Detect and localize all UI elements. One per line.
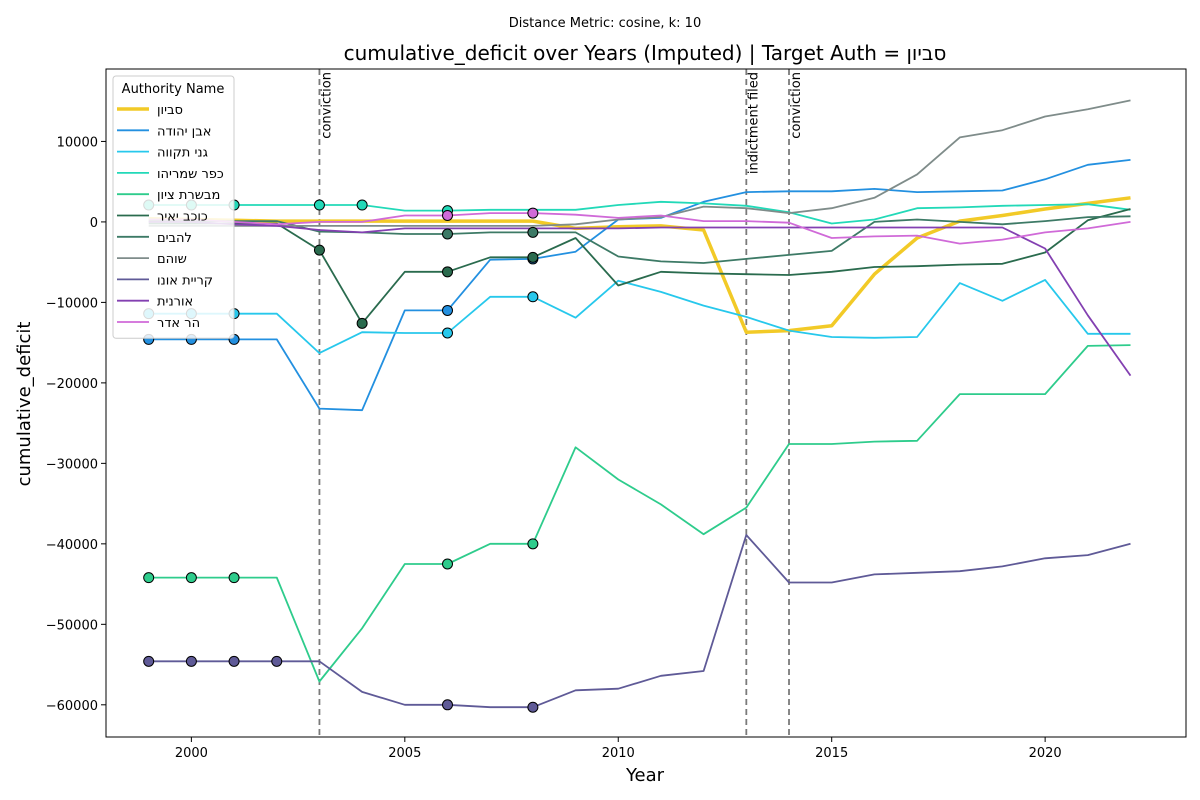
- legend-box: [112, 75, 235, 339]
- event-label: conviction: [789, 72, 804, 139]
- y-tick-label: 0: [90, 216, 98, 231]
- legend-entry: אורנית: [157, 295, 193, 310]
- legend-entry: שוהם: [157, 252, 187, 267]
- legend-entry: קריית אונו: [157, 273, 213, 288]
- data-point: [527, 701, 539, 713]
- legend-entry: הר אדר: [157, 316, 200, 331]
- series-line: [148, 196, 1131, 334]
- y-tick-label: −20000: [46, 377, 98, 392]
- chart-title: cumulative_deficit over Years (Imputed) …: [344, 41, 947, 65]
- data-point: [527, 291, 539, 303]
- x-tick-label: 2005: [388, 746, 421, 761]
- data-point: [527, 251, 539, 263]
- data-point: [185, 572, 197, 584]
- y-axis-label: cumulative_deficit: [14, 322, 35, 487]
- data-point: [228, 572, 240, 584]
- legend-entry: להבים: [157, 231, 192, 246]
- legend-entry: סביון: [157, 103, 183, 118]
- plot-area: conviction indictment filed conviction 2000…: [46, 68, 1187, 761]
- y-tick-label: 10000: [57, 135, 98, 150]
- data-point: [185, 655, 197, 667]
- data-point: [313, 199, 325, 211]
- x-tick-label: 2000: [175, 746, 208, 761]
- data-point: [313, 244, 325, 256]
- series-line: [148, 212, 1131, 245]
- data-point: [143, 572, 155, 584]
- series-line: [148, 208, 1131, 325]
- data-point: [442, 558, 454, 570]
- legend-entry: מבשרת ציון: [157, 188, 220, 203]
- series-line: [148, 534, 1131, 709]
- legend-entry: אבן יהודה: [157, 124, 211, 139]
- data-point: [356, 199, 368, 211]
- data-point: [527, 207, 539, 219]
- legend-entry: גני תקווה: [157, 146, 208, 161]
- data-point: [271, 655, 283, 667]
- data-point: [442, 327, 454, 339]
- series-line: [148, 200, 1131, 225]
- x-tick-label: 2015: [815, 746, 848, 761]
- data-point: [442, 209, 454, 221]
- data-point: [143, 655, 155, 667]
- data-point: [356, 317, 368, 329]
- series-line: [148, 278, 1131, 355]
- data-point: [442, 699, 454, 711]
- axes-frame: [105, 68, 1187, 738]
- series-line: [148, 159, 1131, 412]
- y-tick-label: −50000: [46, 618, 98, 633]
- x-axis-label: Year: [625, 765, 665, 786]
- data-point: [442, 228, 454, 240]
- data-point: [228, 655, 240, 667]
- series-line: [148, 344, 1131, 683]
- data-point: [527, 538, 539, 550]
- y-tick-label: −40000: [46, 538, 98, 553]
- legend-title: Authority Name: [122, 82, 225, 97]
- x-tick-label: 2010: [602, 746, 635, 761]
- chart-suptitle: Distance Metric: cosine, k: 10: [509, 16, 701, 31]
- series-line: [148, 99, 1131, 227]
- x-tick-label: 2020: [1029, 746, 1062, 761]
- data-point: [527, 226, 539, 238]
- legend-entry: כוכב יאיר: [157, 210, 208, 225]
- data-point: [442, 304, 454, 316]
- y-tick-label: −10000: [46, 296, 98, 311]
- legend: Authority Name סביון אבן יהודה גני תקווה כפר…: [112, 75, 235, 339]
- y-tick-label: −60000: [46, 699, 98, 714]
- series-line: [148, 220, 1132, 377]
- y-tick-label: −30000: [46, 457, 98, 472]
- event-label: conviction: [319, 72, 334, 139]
- data-point: [442, 266, 454, 278]
- event-label: indictment filed: [746, 72, 761, 174]
- legend-entry: כפר שמריהו: [157, 167, 224, 182]
